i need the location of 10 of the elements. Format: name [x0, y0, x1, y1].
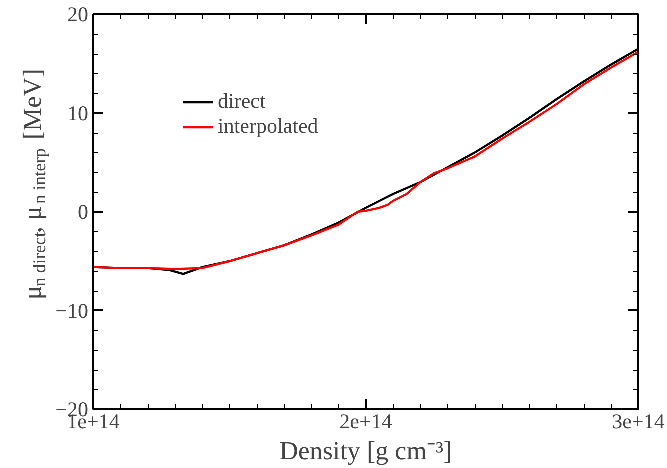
- x-tick-label: 2e+14: [340, 410, 393, 434]
- y-tick-label: −10: [56, 298, 88, 323]
- y-axis-title: μn direct, μn interp [MeV]: [18, 69, 50, 300]
- legend-label: interpolated: [218, 114, 318, 139]
- y-tick-label: 0: [78, 200, 88, 224]
- legend-label: direct: [218, 89, 266, 114]
- y-tick-label: 20: [68, 2, 88, 26]
- x-tick-label: 3e+14: [612, 410, 666, 434]
- x-axis-title: Density [g cm⁻³]: [280, 436, 452, 466]
- y-tick-label: 10: [68, 101, 88, 126]
